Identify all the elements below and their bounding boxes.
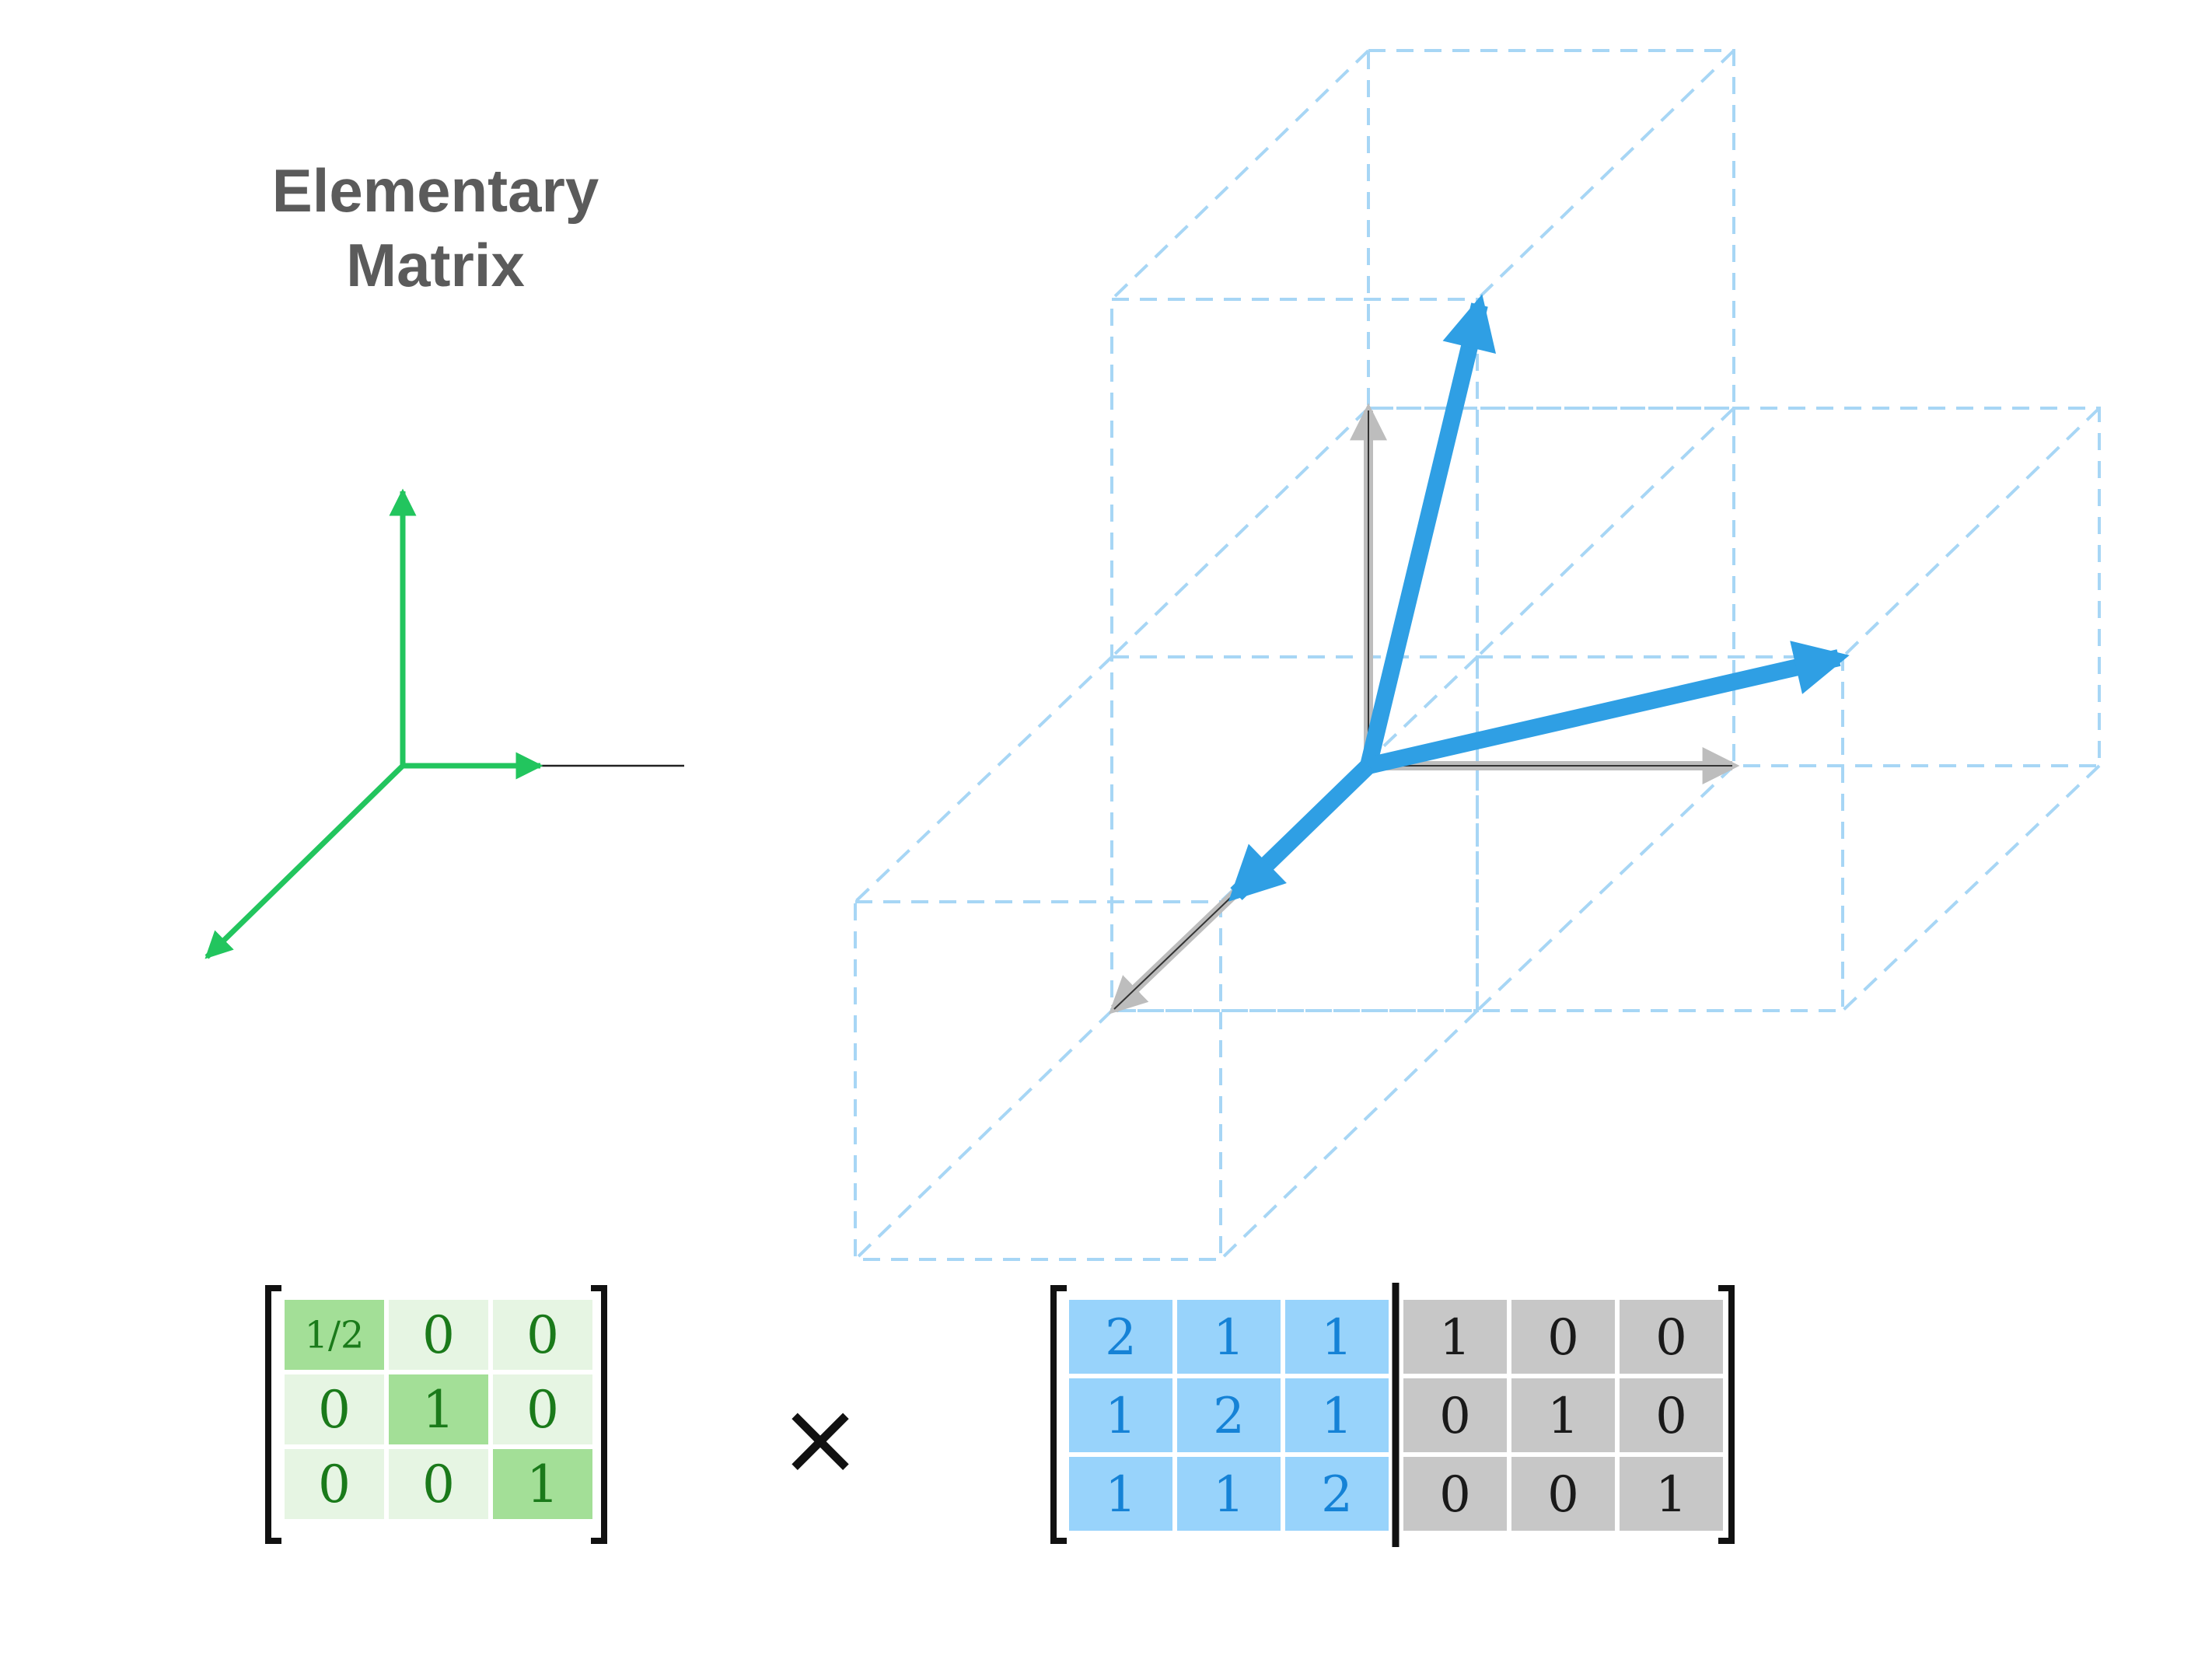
augmented-right-value: 0	[1655, 1388, 1687, 1445]
blue-vector-2	[1366, 641, 1850, 774]
elementary-matrix-value: 1	[526, 1455, 559, 1514]
augmented-right-value: 1	[1439, 1309, 1471, 1367]
augmented-right-cell	[1511, 1457, 1615, 1531]
augmented-left-value: 1	[1213, 1466, 1245, 1524]
augmented-left-value: 1	[1105, 1466, 1137, 1524]
augmented-left-cell	[1285, 1378, 1389, 1452]
elementary-matrix-value: 0	[526, 1380, 559, 1440]
elementary-matrix-cell	[493, 1374, 592, 1444]
elementary-matrix-cell	[389, 1300, 488, 1370]
augmented-left-cell	[1285, 1457, 1389, 1531]
augmented-left-value: 1	[1213, 1309, 1245, 1367]
augmented-right-value: 0	[1655, 1309, 1687, 1367]
augmented-left-bracket	[1050, 1285, 1067, 1544]
elementary-left-bracket	[265, 1285, 281, 1544]
elementary-matrix-cell	[493, 1300, 592, 1370]
augmented-right-cell	[1620, 1300, 1723, 1374]
elementary-matrix-value: 0	[526, 1305, 559, 1365]
elementary-matrix-cell	[389, 1449, 488, 1519]
elementary-matrix-value: 0	[422, 1305, 455, 1365]
augmented-left-cell	[1069, 1300, 1172, 1374]
augmented-left-cell	[1177, 1378, 1281, 1452]
augmented-left-value: 2	[1321, 1466, 1353, 1524]
augmented-left-value: 2	[1213, 1388, 1245, 1445]
title-line-2: Matrix	[346, 231, 525, 299]
multiplication-sign: ×	[778, 1379, 863, 1497]
augmented-right-cell	[1620, 1378, 1723, 1452]
elementary-matrix-value: 1/2	[305, 1315, 364, 1357]
augmented-right-value: 0	[1439, 1388, 1471, 1445]
green-z-arrow	[204, 763, 405, 959]
elementary-matrix-value: 0	[422, 1455, 455, 1514]
augmented-matrix: 2 1 1 1 2 1 1 1 2 1 0 0 0 1 0 0 0 1	[1050, 1283, 1735, 1547]
elementary-matrix-cell	[285, 1374, 384, 1444]
elementary-matrix-value: 0	[318, 1455, 351, 1514]
elementary-right-bracket	[591, 1285, 607, 1544]
green-basis-axes	[204, 488, 684, 959]
augmented-left-cell	[1285, 1300, 1389, 1374]
elementary-matrix-cell	[285, 1300, 384, 1370]
augmented-right-value: 0	[1439, 1466, 1471, 1524]
augmented-right-cell	[1403, 1378, 1507, 1452]
blue-vector-3	[1228, 760, 1375, 902]
augmented-left-value: 1	[1105, 1388, 1137, 1445]
blue-transformed-vectors	[1228, 294, 1850, 902]
dashed-parallelepipeds	[854, 49, 2101, 1261]
augmented-right-value: 0	[1547, 1309, 1579, 1367]
augmented-right-cell	[1511, 1378, 1615, 1452]
augmented-right-value: 1	[1655, 1466, 1687, 1524]
augmented-right-value: 1	[1547, 1388, 1579, 1445]
elementary-matrix-cell	[493, 1449, 592, 1519]
augmented-left-value: 1	[1321, 1388, 1353, 1445]
elementary-matrix-value: 1	[422, 1380, 455, 1440]
augmented-right-cell	[1511, 1300, 1615, 1374]
elementary-matrix: 1/2 0 0 0 1 0 0 0 1	[265, 1285, 607, 1544]
augmented-right-cell	[1620, 1457, 1723, 1531]
augmented-right-bracket	[1718, 1285, 1735, 1544]
elementary-matrix-cell	[285, 1449, 384, 1519]
augmented-left-value: 2	[1105, 1309, 1137, 1367]
blue-vector-1	[1360, 294, 1497, 768]
augmented-right-cell	[1403, 1457, 1507, 1531]
augmented-left-cell	[1069, 1457, 1172, 1531]
title-line-1: Elementary	[272, 156, 599, 225]
elementary-matrix-value: 0	[318, 1380, 351, 1440]
elementary-matrix-cell	[389, 1374, 488, 1444]
augmented-left-cell	[1069, 1378, 1172, 1452]
augmented-right-value: 0	[1547, 1466, 1579, 1524]
augmented-left-cell	[1177, 1300, 1281, 1374]
augmented-right-cell	[1403, 1300, 1507, 1374]
augmented-left-value: 1	[1321, 1309, 1353, 1367]
augmented-left-cell	[1177, 1457, 1281, 1531]
